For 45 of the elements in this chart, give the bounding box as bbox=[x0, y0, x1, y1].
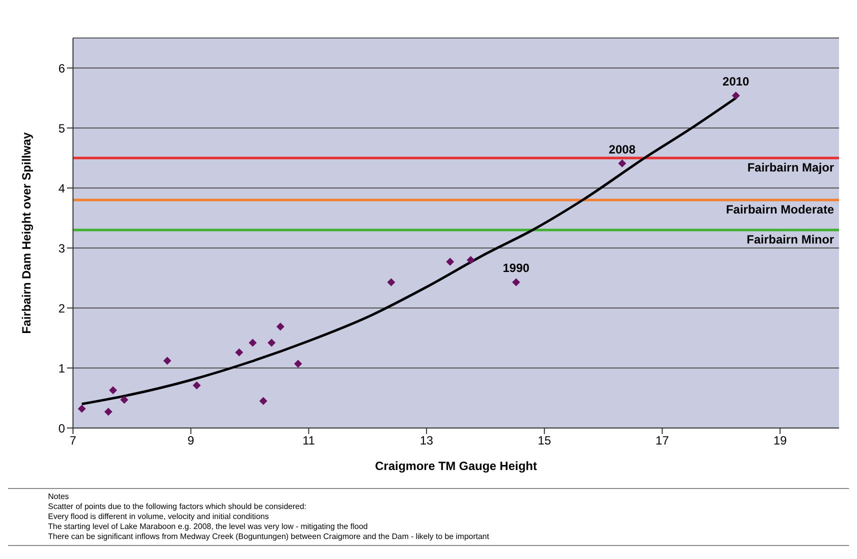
point bbox=[259, 397, 268, 405]
point bbox=[387, 278, 396, 286]
point bbox=[268, 338, 276, 347]
y-tick-label: 2 bbox=[58, 301, 66, 316]
text: There can be significant inflows from Medway Creek (Boguntungen) between Craigmore and the Dam - likely to be important bbox=[48, 532, 490, 542]
point bbox=[466, 256, 475, 264]
point bbox=[248, 338, 257, 347]
point bbox=[294, 360, 302, 368]
ref-line-label: Fairbairn Minor bbox=[746, 232, 834, 247]
point bbox=[78, 404, 86, 413]
x-tick-label: 11 bbox=[302, 434, 316, 448]
point bbox=[235, 348, 244, 356]
y-tick-label: 1 bbox=[58, 361, 66, 376]
text: The starting level of Lake Maraboon e.g. 2008, the level was very low - mitigating the flood bbox=[48, 522, 369, 532]
y-tick-label: 0 bbox=[58, 421, 66, 436]
point bbox=[732, 92, 740, 100]
y-tick-label: 6 bbox=[58, 61, 66, 76]
point bbox=[512, 278, 520, 286]
point bbox=[276, 322, 284, 331]
point bbox=[104, 408, 112, 416]
annotation: 1990 bbox=[502, 261, 530, 276]
annotation: 2008 bbox=[608, 142, 636, 156]
text: Notes bbox=[48, 492, 70, 502]
x-tick-label: 15 bbox=[538, 434, 552, 448]
y-tick-label: 3 bbox=[58, 241, 66, 256]
point bbox=[163, 356, 172, 365]
point bbox=[446, 258, 454, 266]
point bbox=[109, 386, 118, 394]
x-tick-label: 13 bbox=[420, 434, 434, 448]
point bbox=[618, 159, 626, 168]
text: Scatter of points due to the following factors which should be considered: bbox=[48, 502, 308, 512]
x-tick-label: 19 bbox=[773, 434, 788, 448]
y-axis-title: Fairbairn Dam Height over Spillway bbox=[19, 132, 34, 334]
y-tick-label: 4 bbox=[58, 181, 66, 196]
x-axis-title: Craigmore TM Gauge Height bbox=[374, 459, 538, 473]
x-tick-label: 17 bbox=[656, 434, 670, 448]
point bbox=[192, 381, 201, 390]
x-tick-label: 7 bbox=[70, 434, 77, 448]
text: Every flood is different in volume, velocity and initial conditions bbox=[48, 512, 270, 522]
x-tick-label: 9 bbox=[188, 434, 194, 448]
y-tick-label: 5 bbox=[58, 121, 66, 136]
ref-line-label: Fairbairn Moderate bbox=[726, 202, 834, 217]
point bbox=[120, 396, 128, 404]
ref-line-label: Fairbairn Major bbox=[747, 160, 834, 175]
annotation: 2010 bbox=[722, 74, 750, 89]
